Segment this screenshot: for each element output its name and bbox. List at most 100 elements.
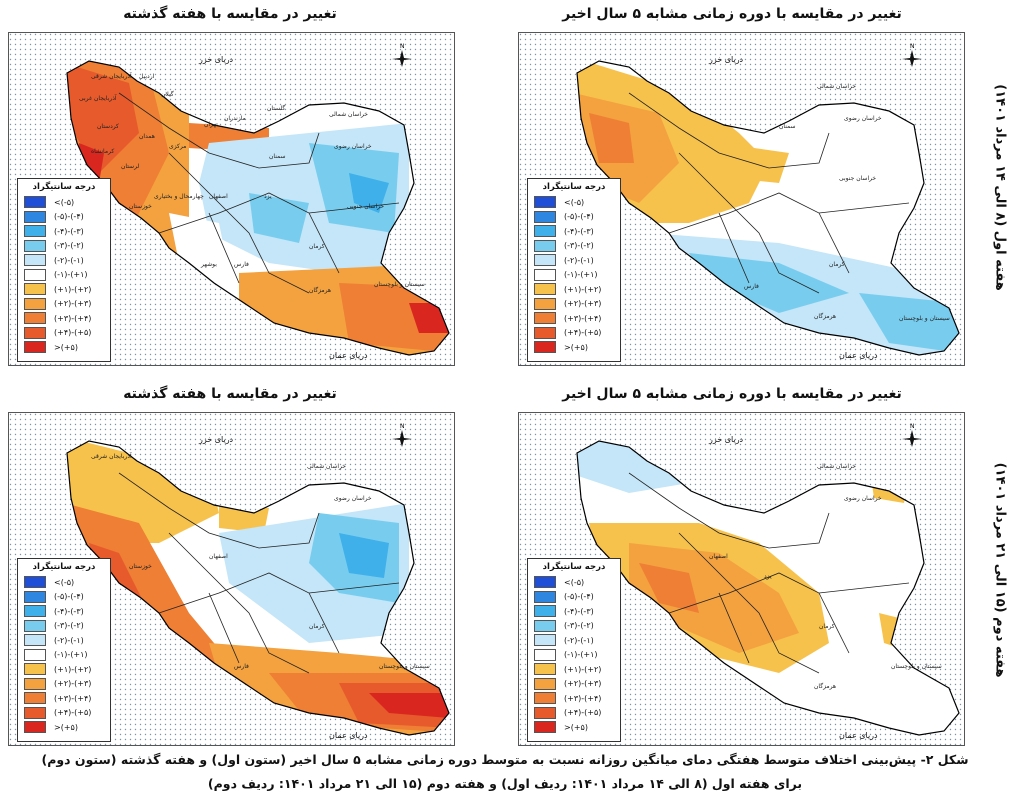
legend-label: (-۱)-(+۱) <box>54 270 88 280</box>
legend-item: (+۳)-(+۴) <box>528 311 620 326</box>
legend-item: <(-۵) <box>528 575 620 590</box>
legend-item: (-۴)-(-۳) <box>528 604 620 619</box>
legend-swatch <box>534 254 556 267</box>
legend-item: (-۵)-(-۴) <box>18 210 110 225</box>
legend-label: (+۳)-(+۴) <box>564 693 602 703</box>
legend-swatch <box>534 721 556 734</box>
legend-label: (+۳)-(+۴) <box>564 313 602 323</box>
legend-swatch <box>24 268 46 281</box>
legend-label: (-۱)-(+۱) <box>564 270 598 280</box>
legend-label: <(-۵) <box>54 197 75 207</box>
legend-label: (-۱)-(+۱) <box>54 650 88 660</box>
legend-swatch <box>534 648 556 661</box>
legend-label: (-۲)-(-۱) <box>54 635 84 645</box>
caspian-sea-label: دریای خزر <box>199 435 234 444</box>
legend-swatch <box>534 605 556 618</box>
legend-swatch <box>24 283 46 296</box>
legend-label: (-۲)-(-۱) <box>564 255 594 265</box>
legend-swatch <box>534 634 556 647</box>
province-label: خراسان رضوی <box>844 495 882 502</box>
province-label: آذربایجان شرقی <box>91 73 132 80</box>
province-label: سیستان و بلوچستان <box>374 281 425 288</box>
legend-label: (-۵)-(-۴) <box>54 212 84 222</box>
legend-swatch <box>24 239 46 252</box>
legend-label: >(+۵) <box>564 722 588 732</box>
province-label: بوشهر <box>201 261 217 268</box>
province-label: خراسان شمالی <box>307 463 347 470</box>
province-label: خراسان رضوی <box>334 143 372 150</box>
row-label-week2: هفته دوم (۱۵ الی ۲۱ مرداد ۱۴۰۱) <box>992 462 1008 678</box>
legend-label: (+۳)-(+۴) <box>54 313 92 323</box>
legend-label: (-۳)-(-۲) <box>564 621 594 631</box>
legend-item: (-۴)-(-۳) <box>18 604 110 619</box>
legend-item: (+۲)-(+۳) <box>528 297 620 312</box>
legend-item: >(+۵) <box>528 340 620 355</box>
row-label-week1: هفته اول (۸ الی ۱۴ مرداد ۱۴۰۱) <box>992 84 1008 291</box>
legend-label: >(+۵) <box>54 722 78 732</box>
province-label: فارس <box>234 663 249 670</box>
legend-label: (+۴)-(+۵) <box>54 328 92 338</box>
legend-item: <(-۵) <box>528 195 620 210</box>
legend-item: (-۲)-(-۱) <box>18 633 110 648</box>
province-label: سمنان <box>269 153 286 160</box>
legend-item: <(-۵) <box>18 195 110 210</box>
province-label: خراسان رضوی <box>334 495 372 502</box>
legend-label: (+۱)-(+۲) <box>54 664 92 674</box>
legend-label: (-۵)-(-۴) <box>564 592 594 602</box>
legend-title: درجه سانتیگراد <box>32 182 96 192</box>
legend-label: (-۵)-(-۴) <box>564 212 594 222</box>
legend-swatch <box>24 692 46 705</box>
legend-swatch <box>534 268 556 281</box>
legend-label: <(-۵) <box>564 577 585 587</box>
legend-label: (-۴)-(-۳) <box>564 606 594 616</box>
legend-swatch <box>24 225 46 238</box>
legend-swatch <box>534 677 556 690</box>
legend-swatch <box>534 590 556 603</box>
legend-rows: <(-۵) (-۵)-(-۴) (-۴)-(-۳) (-۳)-(-۲) (-۲)-(-۱… <box>528 195 620 355</box>
province-label: خوزستان <box>129 563 152 570</box>
legend-title: درجه سانتیگراد <box>542 562 606 572</box>
province-label: گلستان <box>267 105 286 112</box>
legend-item: (-۱)-(+۱) <box>528 268 620 283</box>
legend-label: (-۲)-(-۱) <box>564 635 594 645</box>
province-label: کردستان <box>97 123 119 130</box>
legend-label: (-۴)-(-۳) <box>54 226 84 236</box>
legend-item: (-۳)-(-۲) <box>528 239 620 254</box>
legend: درجه سانتیگراد <(-۵) (-۵)-(-۴) (-۴)-(-۳) (-… <box>17 558 111 742</box>
legend-label: (-۳)-(-۲) <box>564 241 594 251</box>
legend-swatch <box>24 605 46 618</box>
legend-label: (-۴)-(-۳) <box>54 606 84 616</box>
legend-item: (+۲)-(+۳) <box>18 297 110 312</box>
panel-title-bottom-right: تغییر در مقایسه با دوره زمانی مشابه ۵ سا… <box>562 386 902 402</box>
legend-swatch <box>24 706 46 719</box>
province-label: اصفهان <box>209 553 228 560</box>
figure-caption-line1: شکل ۲- پیش‌بینی اختلاف متوسط هفتگی دمای … <box>41 752 969 767</box>
legend-swatch <box>24 254 46 267</box>
legend-swatch <box>534 692 556 705</box>
province-label: فارس <box>744 283 759 290</box>
legend-swatch <box>534 619 556 632</box>
province-label: سیستان و بلوچستان <box>899 315 950 322</box>
legend-swatch <box>24 619 46 632</box>
legend-item: (+۴)-(+۵) <box>18 706 110 721</box>
province-label: لرستان <box>121 163 140 170</box>
legend-swatch <box>24 663 46 676</box>
province-label: خراسان رضوی <box>844 115 882 122</box>
map-bottom-right: دریای خزر دریای عمان N خراسان شمالی خراس… <box>518 412 965 746</box>
legend-item: (-۲)-(-۱) <box>18 253 110 268</box>
legend-swatch <box>534 210 556 223</box>
legend-item: (+۱)-(+۲) <box>528 662 620 677</box>
legend: درجه سانتیگراد <(-۵) (-۵)-(-۴) (-۴)-(-۳) (-… <box>527 558 621 742</box>
legend-swatch <box>24 210 46 223</box>
legend-swatch <box>24 576 46 589</box>
province-label: کرمان <box>309 623 325 630</box>
legend-label: (+۲)-(+۳) <box>564 679 602 689</box>
province-label: هرمزگان <box>814 313 837 320</box>
panel-title-bottom-left: تغییر در مقایسه با هفته گذشته <box>123 386 337 402</box>
legend-swatch <box>24 590 46 603</box>
legend-label: <(-۵) <box>564 197 585 207</box>
legend-label: (-۴)-(-۳) <box>564 226 594 236</box>
legend: درجه سانتیگراد <(-۵) (-۵)-(-۴) (-۴)-(-۳) (-… <box>527 178 621 362</box>
legend-item: (+۳)-(+۴) <box>18 691 110 706</box>
legend-item: (-۱)-(+۱) <box>528 648 620 663</box>
